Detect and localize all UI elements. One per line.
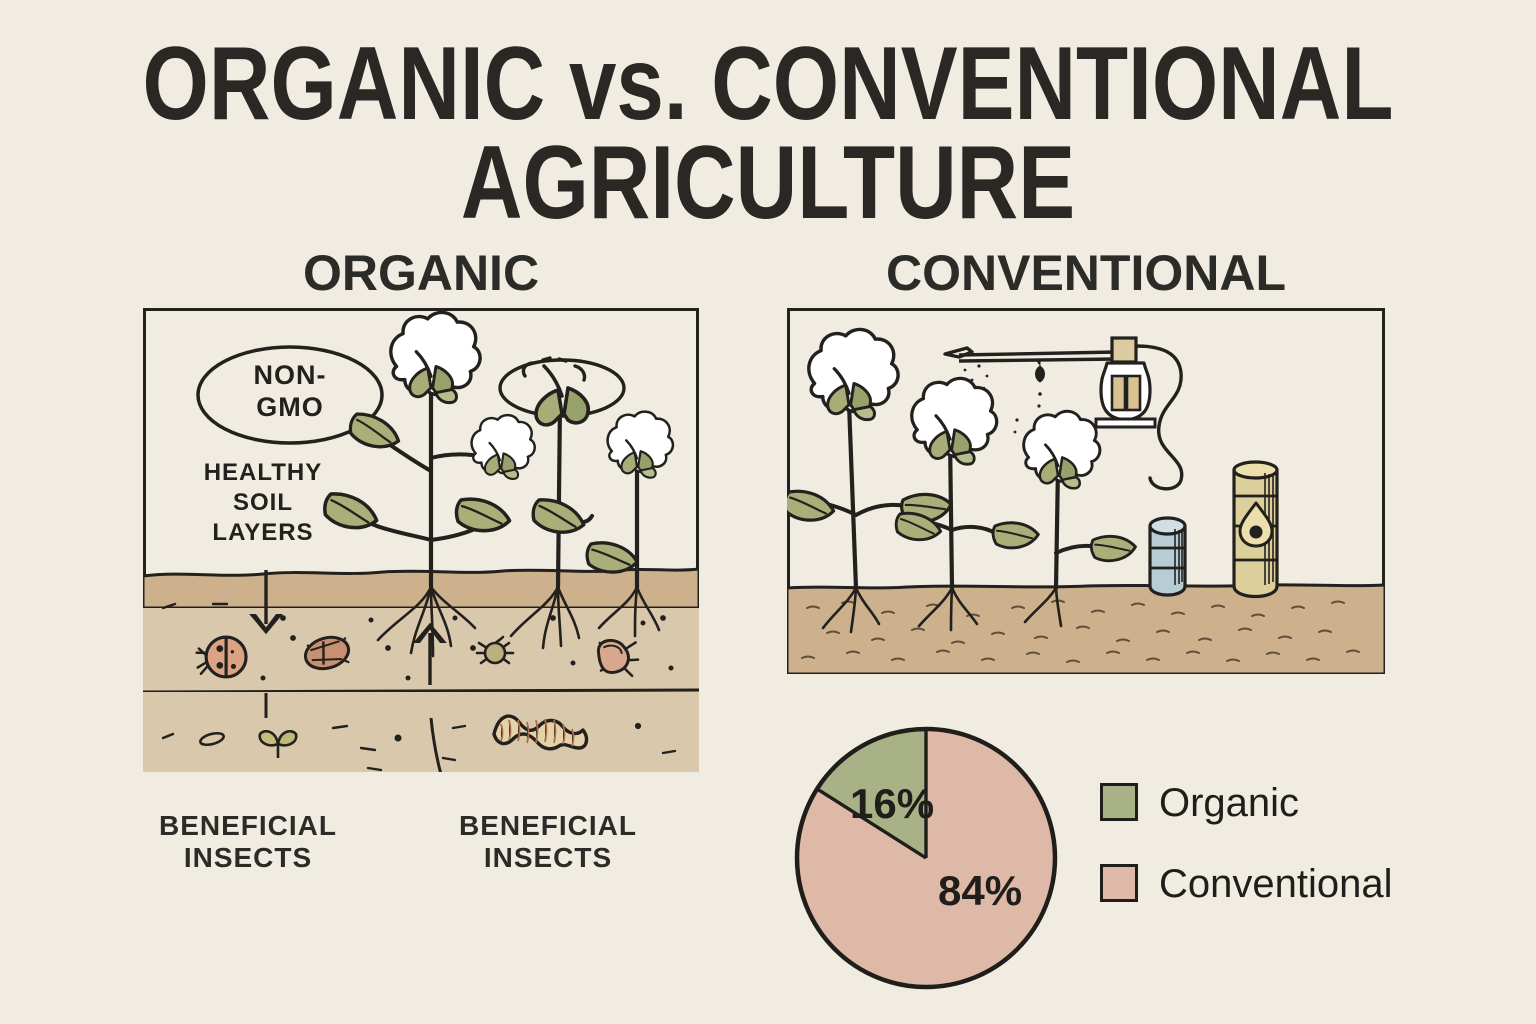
svg-text:HEALTHY: HEALTHY bbox=[204, 459, 323, 486]
svg-text:16%: 16% bbox=[850, 780, 934, 827]
svg-text:LAYERS: LAYERS bbox=[212, 519, 313, 546]
svg-text:SOIL: SOIL bbox=[233, 489, 293, 516]
svg-text:GMO: GMO bbox=[256, 392, 324, 422]
svg-text:NON-: NON- bbox=[254, 360, 327, 390]
svg-text:84%: 84% bbox=[938, 867, 1022, 914]
